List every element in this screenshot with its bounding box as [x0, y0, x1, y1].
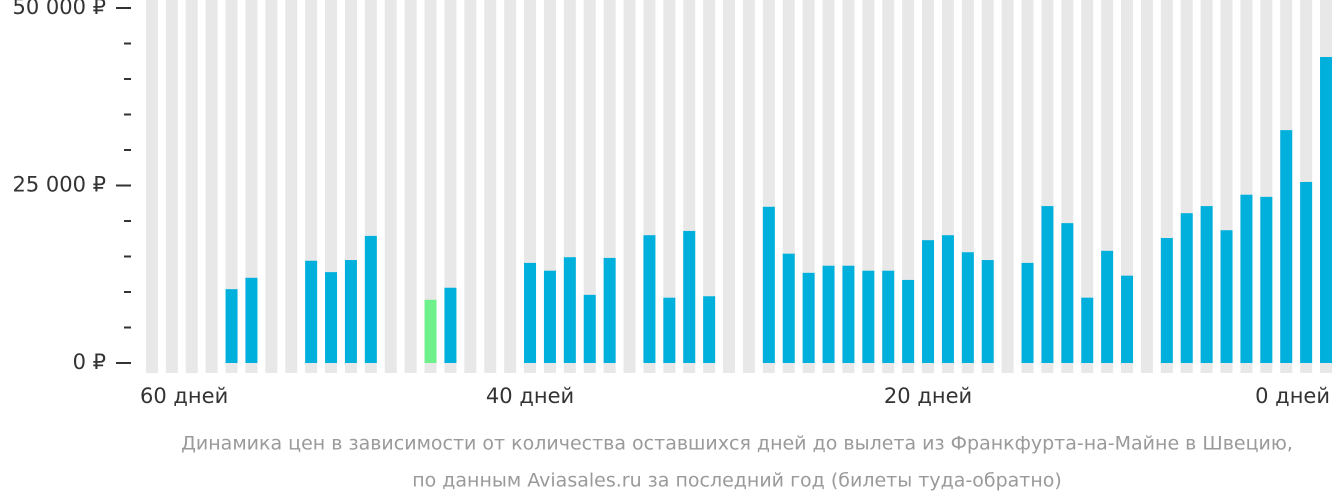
bar	[1300, 181, 1313, 363]
bar	[1220, 230, 1233, 363]
bar	[364, 235, 377, 363]
bar	[882, 270, 895, 363]
bar	[1200, 206, 1213, 363]
slot	[265, 0, 278, 373]
bar	[1041, 206, 1054, 363]
slot	[185, 0, 198, 373]
slot	[384, 0, 397, 373]
y-tick-label: 50 000 ₽	[12, 0, 106, 19]
bar	[1121, 275, 1134, 363]
slot	[145, 0, 158, 373]
x-tick-label: 40 дней	[486, 384, 574, 408]
bar	[862, 270, 875, 363]
bar	[245, 277, 258, 363]
bar	[1021, 262, 1034, 363]
slot	[1001, 0, 1014, 373]
bar	[1061, 223, 1074, 363]
bar	[524, 262, 537, 363]
slot	[902, 0, 915, 373]
slot	[742, 0, 755, 373]
bar	[603, 257, 616, 363]
bar	[444, 287, 457, 363]
bar	[941, 235, 954, 363]
slot	[663, 0, 676, 373]
bar	[683, 230, 696, 363]
bar	[305, 260, 318, 363]
bar	[1101, 250, 1114, 363]
bar	[1320, 56, 1332, 364]
bar	[822, 265, 835, 363]
slot	[205, 0, 218, 373]
slot	[623, 0, 636, 373]
slot	[165, 0, 178, 373]
bar	[543, 270, 556, 363]
bar	[1081, 297, 1094, 363]
slot	[285, 0, 298, 373]
x-tick-label: 0 дней	[1255, 384, 1330, 408]
bar	[563, 257, 576, 363]
slot	[225, 0, 238, 373]
bar	[961, 252, 974, 363]
bar	[1180, 213, 1193, 363]
slot	[1081, 0, 1094, 373]
bar	[922, 240, 935, 363]
slot	[1021, 0, 1034, 373]
slot	[583, 0, 596, 373]
slot	[1140, 0, 1153, 373]
bar	[1240, 194, 1253, 363]
bar	[1260, 196, 1273, 363]
bar	[802, 272, 815, 363]
caption: по данным Aviasales.ru за последний год …	[412, 470, 1062, 492]
slot	[464, 0, 477, 373]
y-tick-label: 25 000 ₽	[12, 173, 106, 197]
bar	[424, 299, 437, 363]
bar	[762, 206, 775, 363]
bar	[1280, 130, 1293, 363]
bar	[663, 297, 676, 363]
bar	[325, 272, 338, 363]
slot	[703, 0, 716, 373]
bar	[981, 260, 994, 363]
slot	[504, 0, 517, 373]
bar	[782, 253, 795, 363]
bar	[902, 279, 915, 363]
x-tick-label: 60 дней	[140, 384, 228, 408]
slot	[404, 0, 417, 373]
bar	[703, 296, 716, 363]
slot	[723, 0, 736, 373]
slot	[424, 0, 437, 373]
slot	[484, 0, 497, 373]
bar	[643, 235, 656, 363]
x-tick-label: 20 дней	[884, 384, 972, 408]
bar	[344, 260, 357, 363]
bar	[225, 289, 238, 363]
y-tick-label: 0 ₽	[73, 350, 106, 374]
slot	[444, 0, 457, 373]
caption: Динамика цен в зависимости от количества…	[181, 433, 1293, 455]
bar	[1160, 238, 1173, 363]
bar	[583, 294, 596, 363]
bar	[842, 265, 855, 363]
